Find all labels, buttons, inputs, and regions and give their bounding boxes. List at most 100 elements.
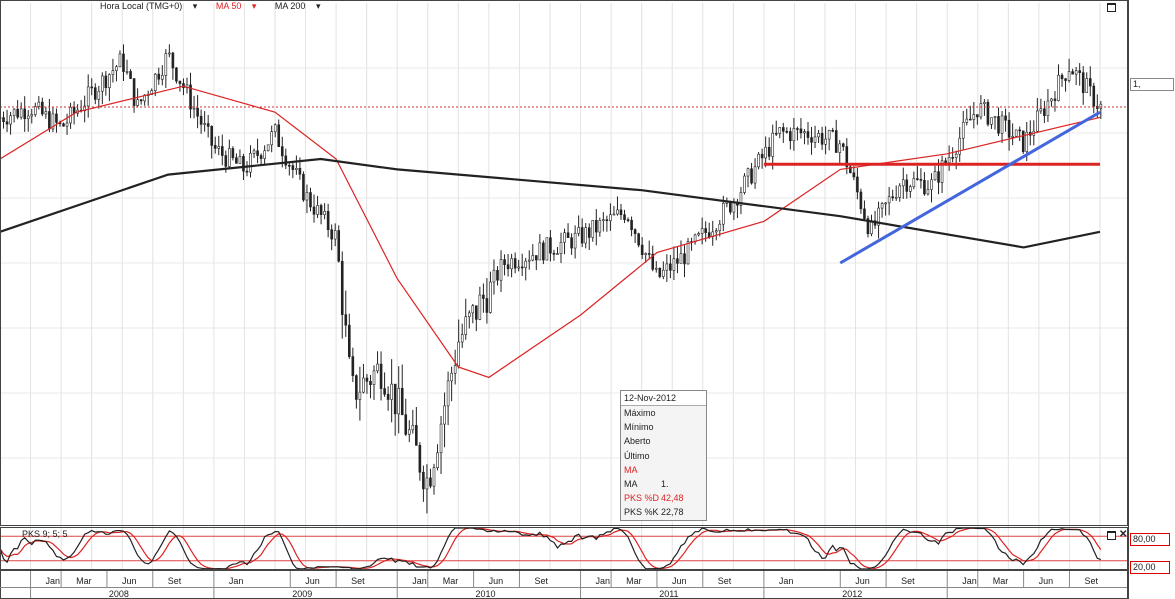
- candle: [238, 156, 242, 164]
- candle: [954, 153, 958, 158]
- candle: [841, 143, 845, 147]
- maximize-icon[interactable]: [1107, 531, 1116, 540]
- candle: [672, 258, 676, 271]
- tooltip-row-label: MA: [624, 464, 638, 475]
- candle: [372, 370, 376, 386]
- timezone-dropdown[interactable]: Hora Local (TMG+0) ▾: [100, 1, 205, 11]
- candle: [651, 253, 655, 270]
- candle: [101, 75, 104, 92]
- candle: [1060, 74, 1064, 80]
- candle: [718, 223, 722, 232]
- candle: [111, 70, 115, 75]
- candle: [1074, 70, 1078, 75]
- candle: [351, 356, 355, 376]
- candle: [1018, 129, 1021, 132]
- month-tick-label: Jun: [305, 576, 320, 586]
- candle: [309, 192, 312, 208]
- candle: [446, 380, 450, 407]
- candle: [549, 237, 552, 254]
- candle: [425, 477, 429, 490]
- candle: [224, 155, 228, 167]
- tooltip-row: MA: [621, 463, 706, 477]
- tooltip-row: PKS %D 42,48: [621, 491, 706, 505]
- oscillator-k-line: [0, 527, 1102, 570]
- candle: [1025, 131, 1029, 152]
- candle: [587, 227, 591, 238]
- candle: [1007, 119, 1011, 138]
- tooltip-row: Mínimo: [621, 420, 706, 434]
- candle: [9, 115, 12, 125]
- candle: [764, 146, 767, 159]
- candle: [838, 143, 842, 153]
- maximize-icon[interactable]: [1107, 3, 1116, 12]
- month-tick-label: Jan: [229, 576, 244, 586]
- candle: [277, 124, 281, 147]
- candle: [418, 445, 422, 473]
- month-tick-label: Set: [351, 576, 365, 586]
- tooltip-rows: Máximo Mínimo Aberto Último MA MA 1. PKS %D 42,4…: [621, 406, 706, 520]
- candle: [912, 178, 916, 188]
- close-icon[interactable]: ✕: [1119, 529, 1128, 540]
- candle: [796, 128, 799, 130]
- candle: [513, 258, 517, 269]
- candle: [503, 259, 506, 266]
- candle: [626, 219, 630, 221]
- candle: [965, 118, 969, 123]
- candle: [1078, 70, 1081, 73]
- candle: [644, 253, 647, 255]
- ma200-dropdown[interactable]: MA 200 ▾: [275, 1, 329, 11]
- candle: [157, 73, 161, 80]
- month-tick-label: Jan: [962, 576, 977, 586]
- year-tick-label: 2008: [109, 589, 129, 599]
- candle: [743, 175, 746, 193]
- candle: [432, 467, 436, 487]
- candle: [90, 86, 94, 89]
- oscillator-upper-value: 80,00: [1133, 534, 1156, 544]
- candle: [482, 294, 485, 299]
- candle: [746, 168, 750, 177]
- candle: [767, 146, 771, 157]
- candle: [524, 260, 528, 268]
- candle: [115, 66, 118, 71]
- candle: [104, 75, 108, 89]
- candle: [993, 116, 997, 118]
- candle: [972, 114, 976, 120]
- candle: [217, 146, 221, 149]
- candle: [132, 78, 136, 106]
- candle: [393, 383, 397, 415]
- candle: [1067, 71, 1071, 81]
- candle: [729, 201, 732, 213]
- candle: [259, 155, 263, 159]
- candle: [386, 393, 390, 400]
- candle: [559, 241, 563, 254]
- price-axis-value: 1,: [1133, 79, 1141, 89]
- candle: [242, 156, 245, 172]
- candle: [535, 255, 538, 261]
- candle: [563, 232, 566, 243]
- month-tick-label: Set: [1084, 576, 1098, 586]
- candle: [492, 269, 496, 283]
- month-tick-label: Set: [901, 576, 915, 586]
- candle: [880, 203, 884, 209]
- candle: [686, 241, 690, 265]
- candle: [940, 160, 944, 183]
- candle: [1050, 98, 1053, 102]
- chevron-down-icon: ▾: [315, 1, 321, 11]
- candle: [1039, 108, 1043, 112]
- candle: [845, 146, 849, 168]
- year-tick-label: 2009: [292, 589, 312, 599]
- candle: [905, 179, 909, 192]
- candle: [369, 381, 372, 386]
- candle: [44, 111, 48, 115]
- candle: [732, 201, 736, 213]
- candle: [411, 425, 415, 431]
- candle: [817, 133, 820, 138]
- candle: [573, 232, 577, 249]
- candle: [55, 113, 58, 123]
- candle: [312, 206, 316, 215]
- candle: [916, 178, 919, 180]
- candle: [707, 232, 711, 238]
- month-tick-label: Mar: [626, 576, 642, 586]
- ma50-dropdown[interactable]: MA 50 ▾: [216, 1, 265, 11]
- candle: [210, 126, 214, 146]
